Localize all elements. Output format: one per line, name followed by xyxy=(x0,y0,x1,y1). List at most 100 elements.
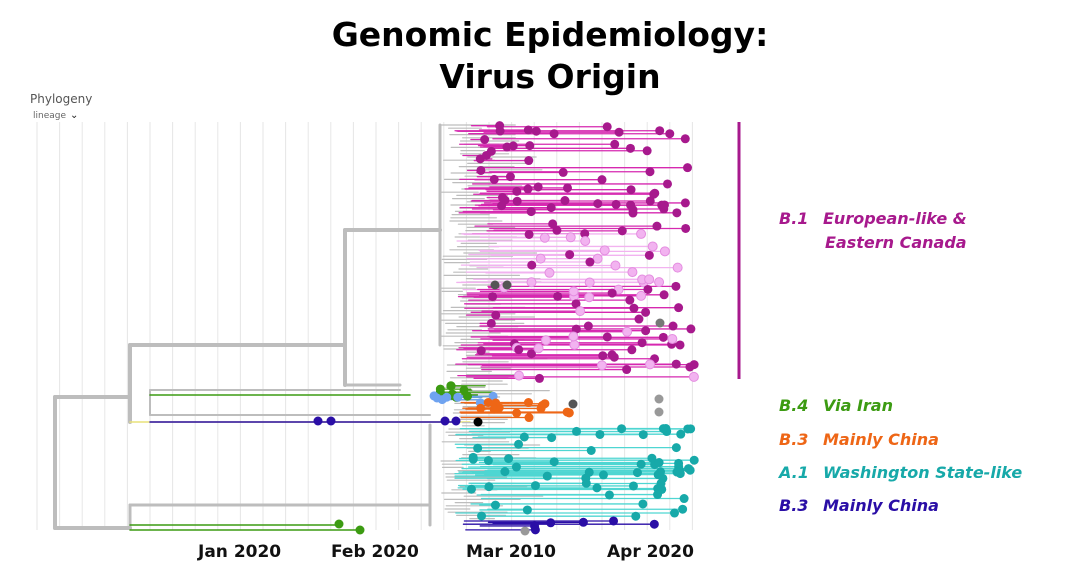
b1-tip xyxy=(512,186,522,196)
b1-tip xyxy=(614,127,624,137)
a1-tip xyxy=(638,430,648,440)
b1-tip xyxy=(625,143,635,153)
b1-tip xyxy=(549,129,559,139)
b1-tip xyxy=(675,340,685,350)
b1-light-tip xyxy=(524,229,534,239)
b1-tip xyxy=(658,332,668,342)
b1-tip xyxy=(662,179,672,189)
grey-tip xyxy=(502,280,512,290)
b1-tip xyxy=(523,184,533,194)
b1-tip xyxy=(593,199,603,209)
b1-tip xyxy=(523,125,533,135)
a1-tip xyxy=(522,505,532,515)
b4-tip xyxy=(435,384,445,394)
a1-tip xyxy=(484,482,494,492)
legend-b1: B.1 European-like & xyxy=(779,209,967,228)
legend-b3-orange-code: B.3 xyxy=(779,430,809,449)
light-blue-tip xyxy=(432,393,442,403)
b1-tip xyxy=(489,174,499,184)
b3-blue-tip xyxy=(440,416,450,426)
b1-light-tip xyxy=(527,260,537,270)
legend-b3-blue-name: Mainly China xyxy=(823,496,939,515)
b1-tip xyxy=(680,134,690,144)
a1-tip xyxy=(675,469,685,479)
b3-orange-tip xyxy=(536,403,546,413)
b1-light-tip xyxy=(535,253,546,264)
a1-tip xyxy=(670,508,680,518)
legend-b3-blue: B.3 Mainly China xyxy=(779,496,939,515)
b1-tip xyxy=(575,306,586,317)
color-by-value: lineage xyxy=(33,110,67,121)
a1-tip xyxy=(647,453,657,463)
b1-tip xyxy=(580,229,590,239)
b1-tip xyxy=(481,150,491,160)
b4-tip xyxy=(355,525,365,535)
b1-light-tip xyxy=(659,246,670,257)
legend-b3-orange-name: Mainly China xyxy=(823,430,939,449)
b1-tip xyxy=(584,292,595,303)
b1-tip xyxy=(480,134,490,144)
b1-tip xyxy=(524,156,534,166)
color-by-dropdown[interactable]: lineage ⌄ xyxy=(33,110,78,121)
a1-tip xyxy=(483,456,493,466)
b4-tip xyxy=(459,385,469,395)
b1-tip xyxy=(502,142,512,152)
b1-tip xyxy=(558,167,568,177)
b1-tip xyxy=(642,146,652,156)
b1-light-tip xyxy=(647,241,658,252)
a1-tip xyxy=(468,452,478,462)
b1-tip xyxy=(660,200,670,210)
b1-light-tip xyxy=(526,277,537,288)
b1-tip xyxy=(597,175,607,185)
b3-blue-tip xyxy=(451,416,461,426)
legend-b3-blue-code: B.3 xyxy=(779,496,809,515)
b1-light-tip xyxy=(592,253,603,264)
b1-light-tip xyxy=(644,250,654,260)
b1-tip xyxy=(674,303,684,313)
b1-light-tip xyxy=(544,267,555,278)
b1-tip xyxy=(553,291,563,301)
b3-orange-tip xyxy=(523,398,533,408)
chevron-down-icon[interactable]: ⌄ xyxy=(70,110,79,121)
legend-b4-name: Via Iran xyxy=(823,396,893,415)
b1-tip xyxy=(491,310,501,320)
a1-tip xyxy=(473,443,483,453)
b1-light-tip xyxy=(644,274,655,285)
b1-tip xyxy=(628,205,638,215)
b1-tip xyxy=(583,321,593,331)
b1-tip xyxy=(476,346,486,356)
b1-tip xyxy=(689,360,699,370)
b1-tip xyxy=(665,129,675,139)
b1-tip xyxy=(495,126,505,136)
b1-tip xyxy=(634,314,644,324)
b1-tip xyxy=(569,339,580,350)
a1-tip xyxy=(592,483,602,493)
b1-light-tip xyxy=(565,232,576,243)
b4-tip xyxy=(334,519,344,529)
b1-tip xyxy=(668,321,678,331)
b1-tip xyxy=(598,351,608,361)
b1-tip xyxy=(649,189,659,199)
grey-tip xyxy=(654,407,664,417)
b1-tip xyxy=(683,163,693,173)
a1-tip xyxy=(684,464,694,474)
legend-b4: B.4 Via Iran xyxy=(779,396,893,415)
b1-tip xyxy=(622,326,633,337)
a1-tip xyxy=(638,499,648,509)
b3-blue-tip xyxy=(326,416,336,426)
b1-tip xyxy=(596,360,607,371)
a1-tip xyxy=(686,424,696,434)
b3-orange-tip xyxy=(512,408,522,418)
b1-tip xyxy=(533,182,543,192)
b1-tip xyxy=(505,172,515,182)
b1-tip xyxy=(671,281,681,291)
b1-tip xyxy=(671,359,681,369)
b3-blue-tip xyxy=(578,517,588,527)
b1-light-tip xyxy=(539,232,550,243)
b1-light-tip xyxy=(654,277,665,288)
b1-tip xyxy=(571,299,581,309)
legend-b1-name: European-like & xyxy=(823,209,967,228)
b1-tip xyxy=(488,292,498,302)
legend-b1-code: B.1 xyxy=(779,209,809,228)
a1-tip xyxy=(628,481,638,491)
